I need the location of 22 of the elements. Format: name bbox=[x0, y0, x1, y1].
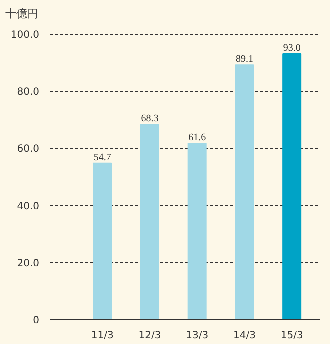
x-tick-label: 14/3 bbox=[233, 330, 256, 342]
bar bbox=[140, 124, 160, 320]
y-tick-label: 60.0 bbox=[17, 144, 40, 156]
data-label: 61.6 bbox=[188, 132, 206, 144]
bar bbox=[282, 54, 302, 320]
data-label: 93.0 bbox=[283, 43, 301, 54]
y-tick-label: 100.0 bbox=[10, 30, 40, 42]
data-label: 68.3 bbox=[141, 114, 159, 125]
y-tick-label: 80.0 bbox=[17, 87, 40, 98]
bar bbox=[188, 143, 207, 320]
y-tick-label: 0 bbox=[33, 316, 40, 326]
x-tick-label: 12/3 bbox=[138, 330, 162, 342]
bar bbox=[235, 64, 254, 320]
data-label: 54.7 bbox=[94, 152, 112, 164]
y-tick-label: 40.0 bbox=[17, 201, 40, 212]
x-tick-label: 13/3 bbox=[186, 330, 209, 342]
data-label: 89.1 bbox=[236, 54, 254, 66]
y-axis-title: 十億円 bbox=[6, 8, 38, 20]
x-tick-label: 15/3 bbox=[280, 330, 304, 342]
x-tick-label: 11/3 bbox=[91, 330, 114, 342]
bar bbox=[93, 162, 112, 320]
y-tick-label: 20.0 bbox=[17, 258, 40, 270]
